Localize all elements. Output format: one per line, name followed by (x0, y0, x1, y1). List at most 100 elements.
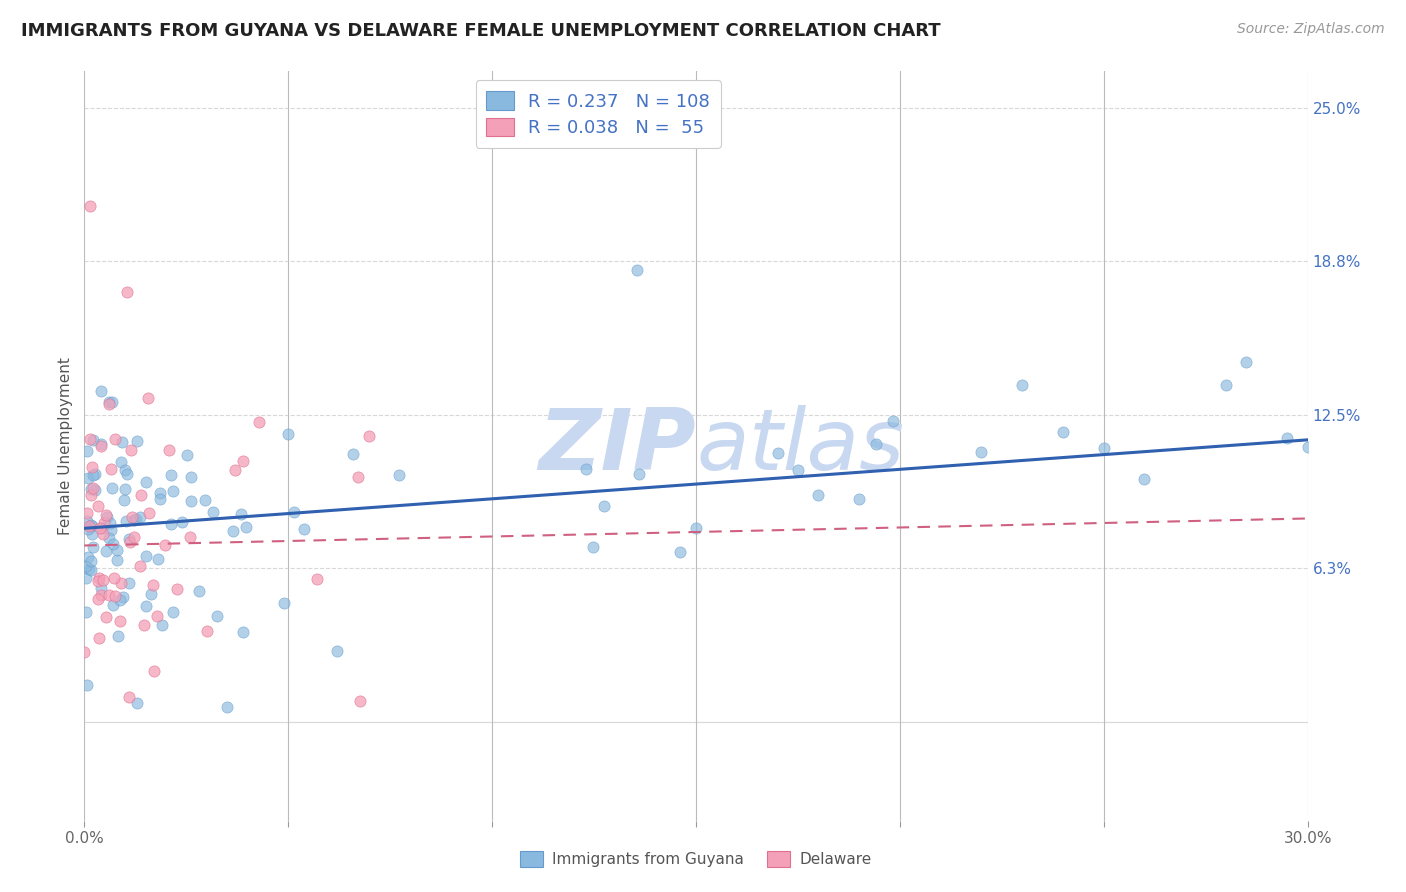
Point (155, 538, 177, 552)
Point (229, 508, 252, 522)
Text: Source: ZipAtlas.com: Source: ZipAtlas.com (1237, 22, 1385, 37)
Point (1236, 355, 1258, 369)
Point (76, 507, 98, 521)
Point (94, 544, 117, 558)
Point (1052, 425, 1074, 439)
Point (188, 583, 211, 598)
Point (145, 608, 167, 623)
Legend: Immigrants from Guyana, Delaware: Immigrants from Guyana, Delaware (515, 845, 877, 873)
Point (125, 512, 148, 526)
Point (101, 598, 124, 612)
Point (160, 516, 183, 531)
Point (685, 521, 707, 535)
Point (135, 549, 157, 564)
Point (359, 428, 381, 442)
Point (101, 394, 124, 409)
Point (80, 518, 103, 533)
Point (107, 629, 129, 643)
Point (80, 563, 103, 577)
Point (115, 514, 138, 528)
Point (76, 514, 98, 528)
Point (79, 199, 101, 213)
Point (592, 499, 614, 513)
Point (194, 493, 217, 508)
Point (121, 510, 143, 524)
Point (134, 618, 156, 632)
Point (93, 516, 115, 530)
Point (1133, 472, 1156, 486)
Point (349, 694, 371, 708)
Point (122, 513, 145, 527)
Point (626, 263, 648, 277)
Point (76, 678, 98, 692)
Point (118, 532, 141, 546)
Point (103, 571, 125, 585)
Point (129, 488, 152, 502)
Point (222, 524, 245, 539)
Point (136, 391, 159, 405)
Point (110, 455, 132, 469)
Point (292, 523, 315, 537)
Point (283, 505, 305, 519)
Point (87, 574, 110, 589)
Point (232, 625, 254, 640)
Point (120, 442, 142, 457)
Point (118, 576, 141, 591)
Point (162, 605, 184, 619)
Point (139, 587, 162, 601)
Point (90, 439, 112, 453)
Point (96, 508, 118, 522)
Point (305, 572, 328, 586)
Point (89, 631, 111, 645)
Point (138, 506, 160, 520)
Point (82, 481, 104, 495)
Point (170, 516, 193, 530)
Point (98, 516, 121, 531)
Point (575, 462, 598, 476)
Point (89, 521, 111, 535)
Point (76, 549, 98, 564)
Point (146, 551, 169, 566)
Point (235, 520, 257, 534)
Point (105, 543, 128, 558)
Point (1011, 378, 1033, 392)
Point (83, 483, 105, 497)
Point (110, 593, 132, 607)
Point (179, 530, 201, 544)
Point (101, 536, 124, 550)
Point (582, 540, 605, 554)
Point (786, 463, 808, 477)
Point (80, 553, 103, 567)
Point (388, 467, 411, 482)
Point (82, 467, 104, 482)
Point (232, 454, 254, 468)
Point (128, 510, 150, 524)
Point (326, 644, 349, 658)
Point (75, 571, 97, 585)
Point (80, 488, 103, 502)
Point (90, 588, 112, 602)
Point (104, 432, 127, 446)
Point (118, 690, 141, 704)
Point (90, 521, 112, 535)
Point (82, 526, 104, 541)
Point (96, 610, 118, 624)
Point (114, 483, 136, 497)
Point (125, 434, 148, 449)
Point (77, 561, 100, 575)
Point (125, 696, 148, 710)
Point (176, 448, 198, 462)
Point (669, 545, 692, 559)
Point (201, 505, 224, 519)
Point (112, 493, 135, 508)
Point (166, 582, 188, 596)
Point (111, 591, 134, 605)
Point (970, 444, 993, 458)
Point (1277, 431, 1299, 445)
Point (90, 384, 112, 398)
Point (82, 540, 104, 554)
Text: ZIP: ZIP (538, 404, 696, 488)
Point (91, 526, 114, 541)
Point (142, 665, 165, 679)
Point (135, 475, 157, 489)
